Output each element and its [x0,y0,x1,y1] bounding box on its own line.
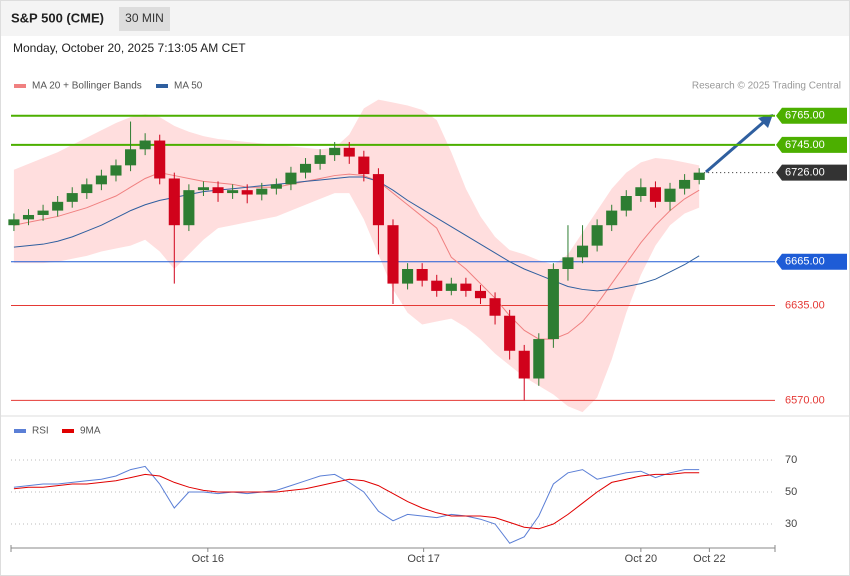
candle-body [416,269,428,281]
timestamp: Monday, October 20, 2025 7:13:05 AM CET [13,41,246,55]
candle-body [197,187,209,191]
level-label-box [776,164,847,181]
ma20-line [13,172,700,340]
level-label: 6570.00 [785,394,825,406]
level-label: 6726.00 [785,167,825,179]
candle-body [212,187,224,194]
legend-label: RSI [32,426,49,437]
candle-body [591,225,603,246]
forecast-arrow [705,118,767,174]
title: S&P 500 (CME) [11,10,104,25]
candle-body [81,184,93,194]
forecast-arrow-head [758,114,773,128]
x-tick-label: Oct 20 [625,553,657,565]
candle-body [518,350,530,379]
candle-body [66,193,78,202]
candle-body [620,196,632,211]
y-tick-label: 70 [785,454,797,466]
rsi-line [13,465,700,544]
candle-body [183,190,195,226]
candle-body [431,280,443,291]
x-tick-label: Oct 22 [693,553,725,565]
candle-body [37,210,49,215]
candle-body [95,175,107,185]
legend-label: 9MA [80,426,101,437]
candle-body [606,210,618,226]
level-label: 6635.00 [785,299,825,311]
candle-body [358,156,370,175]
level-label: 6665.00 [785,256,825,268]
candle-body [533,339,545,379]
credit: Research © 2025 Trading Central [692,81,841,92]
x-tick-label: Oct 16 [192,553,224,565]
rsi-line [13,472,700,530]
candle-body [314,155,326,164]
candle-body [110,165,122,176]
level-label-box [776,253,847,270]
candle-body [649,187,661,202]
legend-swatch [14,429,26,433]
legend-swatch [62,429,74,433]
candle-body [329,147,341,156]
candle-body [547,269,559,340]
y-tick-label: 50 [785,486,797,498]
candle-body [693,172,705,180]
candle-body [445,283,457,291]
legend-swatch [14,84,26,88]
legend-swatch [156,84,168,88]
candle-body [299,163,312,173]
y-tick-label: 30 [785,518,797,530]
candle-body [168,178,180,226]
candle-body [474,290,487,299]
candle-body [154,140,166,179]
level-label: 6765.00 [785,110,825,122]
timeframe-badge [119,7,170,31]
legend-label: MA 20 + Bollinger Bands [32,81,142,92]
candle-body [227,190,239,194]
level-label-box [776,136,847,153]
candle-body [256,188,268,195]
candle-body [635,187,647,196]
candle-body [270,184,282,189]
candle-body [8,219,20,226]
candle-body [577,245,589,258]
candle-body [504,315,516,351]
candle-body [387,225,399,284]
candle-body [241,190,253,195]
candle-body [285,172,297,185]
candle-body [562,257,574,269]
candle-body [679,179,691,189]
candle-body [460,283,472,291]
x-tick-label: Oct 17 [407,553,439,565]
candle-body [125,149,137,166]
candle-body [22,214,35,220]
timeframe: 30 MIN [125,11,164,25]
candle-body [489,298,501,316]
candle-body [372,174,384,226]
candle-body [52,201,64,211]
candle-body [664,188,676,202]
level-label-box [776,107,847,124]
candle-body [343,147,355,157]
level-label: 6745.00 [785,139,825,151]
candle-body [402,269,414,284]
legend-label: MA 50 [174,81,203,92]
ma50-line [13,176,700,292]
candle-body [139,140,151,150]
